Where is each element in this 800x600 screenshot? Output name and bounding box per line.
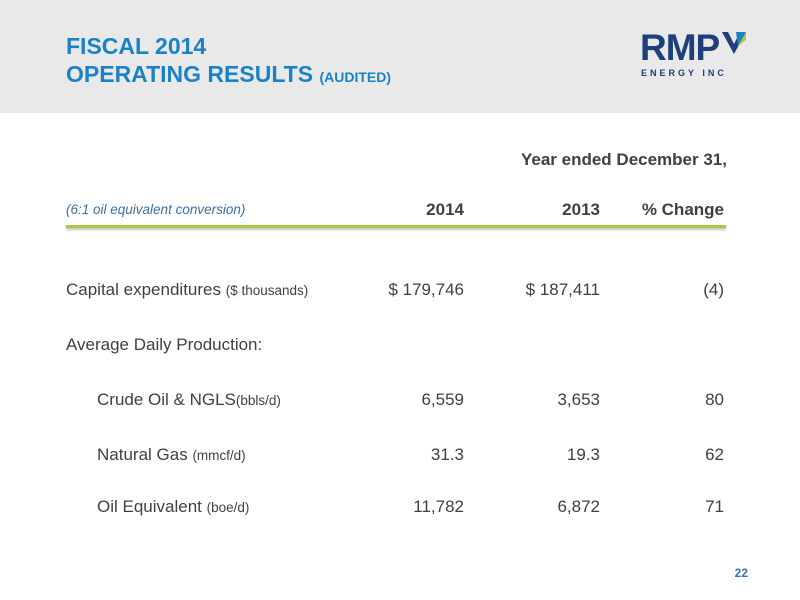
period-heading: Year ended December 31,: [520, 150, 727, 169]
row-label-unit: (mmcf/d): [192, 448, 246, 463]
row-label-text: Capital expenditures: [66, 280, 221, 299]
row-label: Capital expenditures ($ thousands): [66, 280, 308, 300]
page-title-line-1: FISCAL 2014: [66, 33, 207, 59]
table-row-production-heading: Average Daily Production:: [0, 335, 800, 361]
cell-2013: 3,653: [557, 390, 600, 409]
table-row-natural-gas: Natural Gas (mmcf/d) 31.3 19.3 62: [0, 445, 800, 471]
cell-change: 62: [705, 445, 724, 464]
chevron-logo-icon: [722, 32, 746, 54]
page-title-line-2: OPERATING RESULTS (AUDITED): [66, 61, 391, 90]
row-label-unit: (boe/d): [206, 500, 250, 515]
cell-2014: 11,782: [413, 497, 464, 516]
table-row-crude-oil: Crude Oil & NGLS(bbls/d) 6,559 3,653 80: [0, 390, 800, 416]
cell-2014: 31.3: [430, 445, 464, 464]
header-band: FISCAL 2014 OPERATING RESULTS (AUDITED) …: [0, 0, 800, 113]
table-row-oil-equivalent: Oil Equivalent (boe/d) 11,782 6,872 71: [0, 497, 800, 523]
cell-2013: 19.3: [566, 445, 600, 464]
table-row-capex: Capital expenditures ($ thousands) $ 179…: [0, 280, 800, 306]
row-label-text: Natural Gas: [97, 445, 188, 464]
row-label-unit: (bbls/d): [235, 393, 281, 408]
cell-2013: $ 187,411: [525, 280, 600, 299]
row-label: Average Daily Production:: [66, 335, 262, 355]
column-header-2014: 2014: [426, 200, 464, 219]
cell-change: (4): [703, 280, 724, 299]
cell-2014: 6,559: [421, 390, 464, 409]
page-title-suffix: (AUDITED): [319, 69, 391, 85]
row-label-text: Oil Equivalent: [97, 497, 202, 516]
row-label-unit: ($ thousands): [225, 283, 309, 298]
company-logo: RMP ENERGY INC: [640, 28, 750, 90]
column-header-change: % Change: [641, 200, 724, 219]
logo-wordmark: RMP: [640, 27, 720, 68]
cell-change: 71: [705, 497, 724, 516]
logo-subtext: ENERGY INC: [641, 68, 727, 78]
row-label-text: Average Daily Production:: [66, 335, 263, 354]
row-label: Natural Gas (mmcf/d): [97, 445, 246, 465]
column-header-2013: 2013: [562, 200, 600, 219]
cell-2014: $ 179,746: [388, 280, 464, 299]
header-divider: [66, 225, 726, 228]
row-label: Oil Equivalent (boe/d): [97, 497, 249, 517]
cell-change: 80: [705, 390, 724, 409]
conversion-note: (6:1 oil equivalent conversion): [66, 202, 246, 217]
row-label: Crude Oil & NGLS(bbls/d): [97, 390, 281, 410]
row-label-text: Crude Oil & NGLS: [97, 390, 236, 409]
page-title-main: OPERATING RESULTS: [66, 61, 314, 87]
cell-2013: 6,872: [557, 497, 600, 516]
page-number: 22: [734, 566, 748, 580]
